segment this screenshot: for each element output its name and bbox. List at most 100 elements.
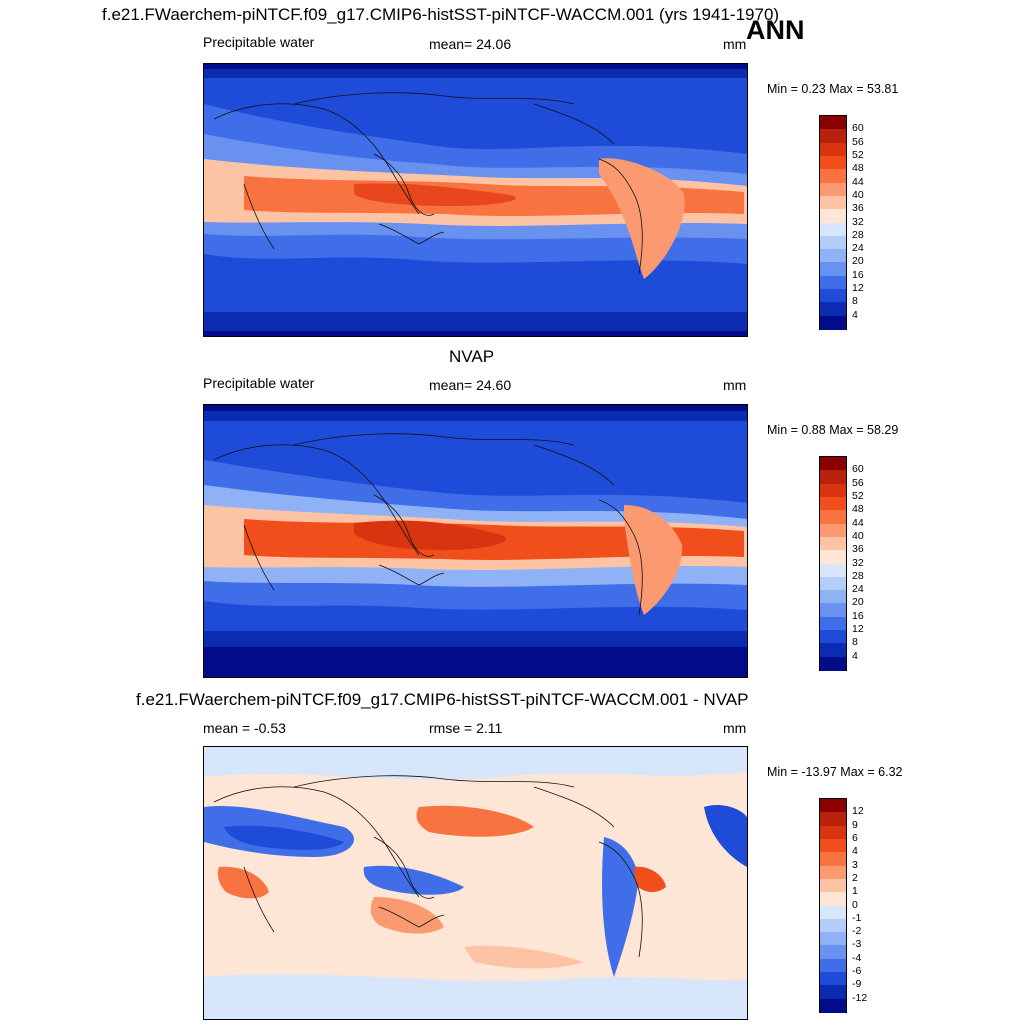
panel3-map <box>203 746 748 1020</box>
colorbar-cell <box>820 169 846 184</box>
colorbar-tick-label: 1 <box>852 885 858 898</box>
colorbar-tick-label: 56 <box>852 476 864 489</box>
colorbar-cell <box>820 576 846 591</box>
colorbar-cell <box>820 616 846 631</box>
colorbar-cell <box>820 852 846 867</box>
colorbar-cell <box>820 972 846 986</box>
colorbar-tick-label: -3 <box>852 938 862 951</box>
colorbar-cell <box>820 496 846 511</box>
panel1-minmax: Min = 0.23 Max = 53.81 <box>767 82 899 96</box>
season-label: ANN <box>746 15 805 45</box>
colorbar-tick-label: 8 <box>852 636 858 649</box>
colorbar-cell <box>820 457 846 471</box>
panel2-colorbar <box>819 456 847 671</box>
panel3-colorbar-labels: 12 9 6 4 3 2 1 0 -1 -2 -3 -4 -6 -9 -12 <box>852 798 882 1011</box>
figure-title: f.e21.FWaerchem-piNTCF.f09_g17.CMIP6-his… <box>102 5 780 24</box>
colorbar-cell <box>820 998 846 1013</box>
panel2-minmax: Min = 0.88 Max = 58.29 <box>767 423 899 437</box>
colorbar-cell <box>820 302 846 317</box>
colorbar-cell <box>820 603 846 618</box>
colorbar-tick-label: 44 <box>852 516 864 529</box>
colorbar-cell <box>820 985 846 1000</box>
panel1-colorbar-labels: 60 56 52 48 44 40 36 32 28 24 20 16 12 8 4 <box>852 115 882 328</box>
colorbar-cell <box>820 142 846 157</box>
colorbar-cell <box>820 932 846 946</box>
colorbar-tick-label: 2 <box>852 871 858 884</box>
colorbar-cell <box>820 483 846 498</box>
colorbar-tick-label: 48 <box>852 162 864 175</box>
panel3-mean-label: mean = -0.53 <box>203 720 286 736</box>
colorbar-cell <box>820 865 846 880</box>
colorbar-cell <box>820 799 846 813</box>
colorbar-tick-label: 60 <box>852 463 864 476</box>
panel3-colorbar <box>819 798 847 1013</box>
colorbar-cell <box>820 235 846 250</box>
colorbar-tick-label: 40 <box>852 529 864 542</box>
colorbar-tick-label: 48 <box>852 503 864 516</box>
colorbar-cell <box>820 315 846 330</box>
colorbar-tick-label: 28 <box>852 569 864 582</box>
panel3-units-label: mm <box>723 720 747 736</box>
colorbar-tick-label: 20 <box>852 255 864 268</box>
colorbar-cell <box>820 195 846 210</box>
colorbar-tick-label: 60 <box>852 122 864 135</box>
panel1-variable-label: Precipitable water <box>203 34 315 50</box>
colorbar-tick-label: 44 <box>852 175 864 188</box>
panel3-rmse-label: rmse = 2.11 <box>429 720 503 736</box>
colorbar-tick-label: 16 <box>852 609 864 622</box>
colorbar-tick-label: -9 <box>852 978 862 991</box>
colorbar-tick-label: 12 <box>852 805 864 818</box>
colorbar-cell <box>820 155 846 170</box>
colorbar-cell <box>820 812 846 827</box>
colorbar-tick-label: 4 <box>852 649 858 662</box>
colorbar-tick-label: -1 <box>852 911 862 924</box>
colorbar-tick-label: 24 <box>852 583 864 596</box>
colorbar-tick-label: 36 <box>852 543 864 556</box>
colorbar-tick-label: 4 <box>852 845 858 858</box>
panel1-mean-label: mean= 24.06 <box>429 36 512 52</box>
panel1-colorbar <box>819 115 847 330</box>
colorbar-cell <box>820 116 846 130</box>
colorbar-tick-label: 4 <box>852 308 858 321</box>
panel2-colorbar-labels: 60 56 52 48 44 40 36 32 28 24 20 16 12 8 4 <box>852 456 882 669</box>
colorbar-cell <box>820 289 846 303</box>
colorbar-tick-label: 52 <box>852 489 864 502</box>
colorbar-tick-label: 16 <box>852 268 864 281</box>
colorbar-cell <box>820 510 846 525</box>
colorbar-tick-label: 40 <box>852 188 864 201</box>
panel1-units-label: mm <box>723 36 747 52</box>
colorbar-tick-label: 24 <box>852 242 864 255</box>
colorbar-cell <box>820 262 846 277</box>
colorbar-cell <box>820 918 846 933</box>
colorbar-tick-label: 56 <box>852 135 864 148</box>
colorbar-cell <box>820 590 846 604</box>
colorbar-cell <box>820 523 846 538</box>
colorbar-tick-label: 0 <box>852 898 858 911</box>
colorbar-tick-label: 9 <box>852 818 858 831</box>
colorbar-tick-label: 12 <box>852 623 864 636</box>
colorbar-cell <box>820 182 846 197</box>
colorbar-cell <box>820 825 846 840</box>
colorbar-cell <box>820 838 846 853</box>
panel2-mean-label: mean= 24.60 <box>429 377 512 393</box>
colorbar-tick-label: -12 <box>852 991 868 1004</box>
colorbar-tick-label: 20 <box>852 596 864 609</box>
panel2-variable-label: Precipitable water <box>203 375 315 391</box>
colorbar-cell <box>820 630 846 644</box>
colorbar-tick-label: 6 <box>852 831 858 844</box>
colorbar-tick-label: -4 <box>852 951 862 964</box>
colorbar-tick-label: 3 <box>852 858 858 871</box>
colorbar-cell <box>820 878 846 893</box>
colorbar-cell <box>820 656 846 671</box>
colorbar-tick-label: -6 <box>852 965 862 978</box>
colorbar-tick-label: 52 <box>852 148 864 161</box>
colorbar-cell <box>820 892 846 906</box>
colorbar-tick-label: 36 <box>852 202 864 215</box>
colorbar-tick-label: -2 <box>852 925 862 938</box>
colorbar-tick-label: 32 <box>852 215 864 228</box>
panel2-units-label: mm <box>723 377 747 393</box>
colorbar-tick-label: 32 <box>852 556 864 569</box>
colorbar-cell <box>820 643 846 658</box>
colorbar-cell <box>820 945 846 960</box>
colorbar-cell <box>820 958 846 973</box>
